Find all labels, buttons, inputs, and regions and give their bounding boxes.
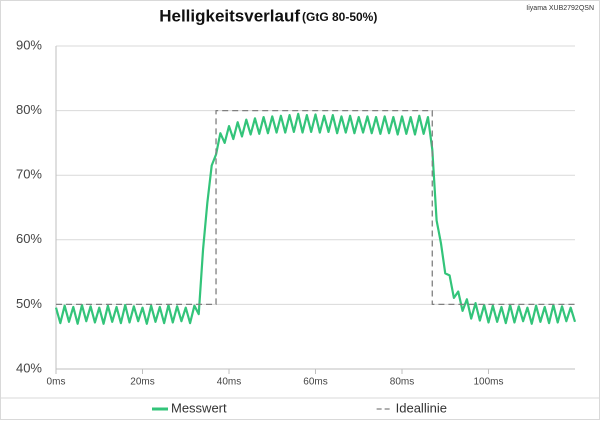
x-tick-label: 100ms	[473, 377, 503, 388]
y-tick-label: 80%	[16, 102, 42, 117]
y-tick-label: 70%	[16, 167, 42, 182]
data-line	[56, 109, 575, 306]
x-tick-label: 20ms	[130, 377, 154, 388]
legend-label: Ideallinie	[396, 400, 447, 415]
chart-subtitle: (GtG 80-50%)	[302, 10, 377, 24]
x-tick-label: 0ms	[47, 377, 66, 388]
y-tick-label: 90%	[16, 37, 42, 52]
y-tick-label: 50%	[16, 296, 42, 311]
annotation: Iiyama XUB2792QSN	[526, 5, 594, 12]
legend-label: Messwert	[171, 400, 227, 415]
data-line	[54, 112, 577, 325]
x-tick-label: 40ms	[217, 377, 241, 388]
chart-title: Helligkeitsverlauf	[159, 6, 300, 25]
x-tick-label: 80ms	[390, 377, 414, 388]
y-tick-label: 40%	[16, 360, 42, 375]
y-tick-label: 60%	[16, 231, 42, 246]
x-tick-label: 60ms	[303, 377, 327, 388]
